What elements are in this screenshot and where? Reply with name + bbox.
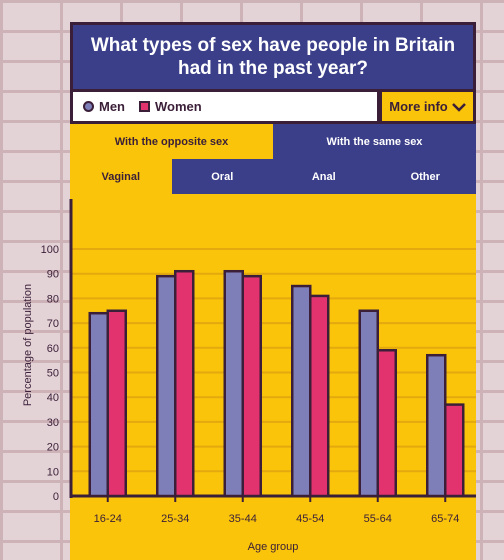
legend-men-label: Men bbox=[99, 99, 125, 114]
bar-women-25-34 bbox=[174, 269, 195, 498]
chevron-down-icon bbox=[451, 102, 466, 112]
legend-item-men[interactable]: Men bbox=[83, 99, 125, 114]
bar-women-16-24 bbox=[106, 309, 127, 498]
legend-women-label: Women bbox=[155, 99, 202, 114]
bar-men-45-54 bbox=[291, 284, 312, 498]
bar-women-45-54 bbox=[309, 294, 330, 498]
bar-men-35-44 bbox=[223, 269, 244, 498]
bar-men-25-34 bbox=[156, 274, 177, 498]
tab-vaginal-label: Vaginal bbox=[101, 170, 141, 183]
y-axis-label: Percentage of population bbox=[22, 284, 34, 406]
legend-item-women[interactable]: Women bbox=[139, 99, 202, 114]
chart-title: What types of sex have people in Britain… bbox=[70, 22, 476, 92]
partner-tabs: With the opposite sex With the same sex bbox=[70, 124, 476, 159]
y-tick-label: 30 bbox=[47, 417, 59, 429]
bar-men-55-64 bbox=[358, 309, 379, 498]
type-tabs: Vaginal Oral Anal Other bbox=[70, 159, 476, 194]
y-tick-label: 90 bbox=[47, 269, 59, 281]
y-tick-label: 60 bbox=[47, 343, 59, 355]
men-swatch-icon bbox=[83, 101, 94, 112]
legend: Men Women bbox=[70, 92, 380, 124]
tab-anal[interactable]: Anal bbox=[273, 159, 375, 194]
x-tick-label: 65-74 bbox=[431, 513, 459, 525]
chart-title-text: What types of sex have people in Britain… bbox=[90, 35, 456, 79]
bar-women-55-64 bbox=[376, 349, 397, 498]
y-tick-label: 40 bbox=[47, 392, 59, 404]
y-tick-label: 0 bbox=[53, 491, 59, 503]
bar-men-16-24 bbox=[88, 311, 109, 498]
tab-other-label: Other bbox=[410, 170, 440, 183]
tab-vaginal[interactable]: Vaginal bbox=[70, 159, 172, 194]
tab-oral-label: Oral bbox=[211, 170, 234, 183]
y-tick-label: 50 bbox=[47, 368, 59, 380]
bar-men-65-74 bbox=[426, 353, 447, 498]
tab-opposite-sex[interactable]: With the opposite sex bbox=[70, 124, 273, 159]
y-tick-label: 10 bbox=[47, 466, 59, 478]
y-tick-label: 20 bbox=[47, 442, 59, 454]
x-axis-label: Age group bbox=[248, 541, 299, 553]
tab-same-sex[interactable]: With the same sex bbox=[273, 124, 476, 159]
tab-anal-label: Anal bbox=[311, 170, 336, 183]
x-tick-label: 45-54 bbox=[296, 513, 324, 525]
y-tick-label: 80 bbox=[47, 293, 59, 305]
tab-oral[interactable]: Oral bbox=[171, 159, 273, 194]
y-tick-label: 100 bbox=[41, 244, 59, 256]
women-swatch-icon bbox=[139, 101, 150, 112]
x-tick-label: 25-34 bbox=[161, 513, 189, 525]
y-tick-label: 70 bbox=[47, 318, 59, 330]
tab-opposite-sex-label: With the opposite sex bbox=[114, 135, 229, 148]
tab-same-sex-label: With the same sex bbox=[326, 135, 423, 148]
x-tick-label: 35-44 bbox=[229, 513, 257, 525]
more-info-button[interactable]: More info bbox=[380, 92, 476, 124]
tab-other[interactable]: Other bbox=[374, 159, 476, 194]
more-info-label: More info bbox=[389, 99, 448, 114]
x-tick-label: 55-64 bbox=[364, 513, 392, 525]
bar-women-65-74 bbox=[444, 403, 465, 498]
x-tick-label: 16-24 bbox=[94, 513, 122, 525]
bar-women-35-44 bbox=[241, 274, 262, 498]
